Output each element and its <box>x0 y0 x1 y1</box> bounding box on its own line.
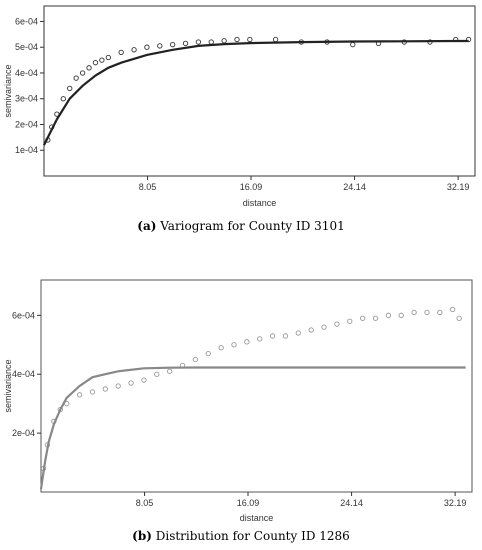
data-point <box>141 377 147 383</box>
data-point <box>450 306 456 313</box>
data-point <box>244 339 250 345</box>
data-point <box>102 386 108 392</box>
data-point <box>73 75 79 81</box>
data-point <box>128 380 134 386</box>
data-point <box>105 54 111 61</box>
fit-line <box>43 39 469 146</box>
data-point <box>424 309 430 316</box>
caption-tag: (a) <box>137 219 156 233</box>
y-axis-label: semivariance <box>3 64 13 117</box>
data-point <box>115 383 121 389</box>
data-point <box>60 96 66 102</box>
data-point <box>456 315 462 321</box>
data-point <box>231 342 237 348</box>
data-point <box>411 309 417 316</box>
y-tick-label: 4e-04 <box>15 68 38 78</box>
data-point <box>257 336 263 342</box>
caption-b: (b) Distribution for County ID 1286 <box>132 529 350 543</box>
x-tick-label: 16.09 <box>237 498 260 508</box>
fitted-curve <box>39 366 466 490</box>
data-point <box>118 49 124 56</box>
y-tick-label: 4e-04 <box>12 369 35 379</box>
data-point <box>157 43 163 49</box>
data-point <box>170 41 176 48</box>
scatter-points <box>40 306 462 472</box>
plot-frame <box>43 5 476 177</box>
data-point <box>89 389 96 395</box>
data-point <box>269 333 276 339</box>
data-point <box>398 312 404 318</box>
data-point <box>144 44 150 50</box>
y-axis-label: semivariance <box>3 359 13 412</box>
data-point <box>218 345 224 351</box>
data-point <box>221 38 227 44</box>
caption-text: Variogram for County ID 3101 <box>156 219 344 233</box>
x-axis-label: distance <box>240 513 274 523</box>
data-point <box>321 324 327 330</box>
data-point <box>295 330 301 336</box>
data-point <box>372 315 379 321</box>
y-axis: 2e-04 4e-04 6e-04 <box>12 310 41 438</box>
y-tick-label: 6e-04 <box>15 16 38 26</box>
data-point <box>154 371 160 377</box>
y-tick-label: 2e-04 <box>15 119 38 129</box>
x-tick-label: 8.05 <box>139 182 157 192</box>
data-point <box>167 368 173 374</box>
fitted-curve <box>43 39 469 146</box>
data-point <box>247 36 253 43</box>
data-point <box>92 60 99 66</box>
y-tick-label: 1e-04 <box>15 145 38 155</box>
caption-a: (a) Variogram for County ID 3101 <box>137 219 344 233</box>
y-tick-label: 6e-04 <box>12 310 35 320</box>
data-point <box>437 309 443 316</box>
plot-frame <box>40 279 473 493</box>
data-point <box>350 41 356 48</box>
y-tick-label: 2e-04 <box>12 428 35 438</box>
data-point <box>272 36 279 43</box>
x-tick-label: 8.05 <box>136 498 154 508</box>
data-point <box>308 327 314 333</box>
x-tick-label: 32.19 <box>444 498 467 508</box>
y-tick-label: 3e-04 <box>15 94 38 104</box>
x-axis: 8.05 16.09 24.14 32.19 <box>139 176 470 192</box>
data-point <box>385 312 392 318</box>
x-axis-label: distance <box>243 198 277 208</box>
x-tick-label: 24.14 <box>340 498 363 508</box>
data-point <box>195 39 202 45</box>
data-point <box>282 333 289 339</box>
x-tick-label: 16.09 <box>240 182 263 192</box>
data-point <box>334 321 340 327</box>
data-point <box>182 40 189 46</box>
data-point <box>99 57 105 63</box>
data-point <box>359 315 366 321</box>
data-point <box>76 392 83 398</box>
data-point <box>205 350 211 357</box>
y-axis: 1e-04 2e-04 3e-04 4e-04 5e-04 6e-04 <box>15 16 44 155</box>
data-point <box>192 356 199 363</box>
variogram-chart-b: 2e-04 4e-04 6e-04 8.05 16.09 24.14 32.19 semi… <box>3 279 473 543</box>
caption-tag: (b) <box>132 529 152 543</box>
data-point <box>131 47 137 53</box>
caption-text: Distribution for County ID 1286 <box>152 529 350 543</box>
data-point <box>347 318 353 324</box>
scatter-points <box>45 36 472 143</box>
data-point <box>79 70 86 76</box>
x-axis: 8.05 16.09 24.14 32.19 <box>136 492 467 508</box>
data-point <box>234 36 240 43</box>
data-point <box>67 85 73 92</box>
data-point <box>86 65 92 71</box>
x-tick-label: 32.19 <box>447 182 470 192</box>
x-tick-label: 24.14 <box>343 182 366 192</box>
variogram-chart-a: 1e-04 2e-04 3e-04 4e-04 5e-04 6e-04 8.05 16.09… <box>3 5 476 233</box>
data-point <box>208 39 214 45</box>
fit-line <box>39 366 466 490</box>
y-tick-label: 5e-04 <box>15 42 38 52</box>
